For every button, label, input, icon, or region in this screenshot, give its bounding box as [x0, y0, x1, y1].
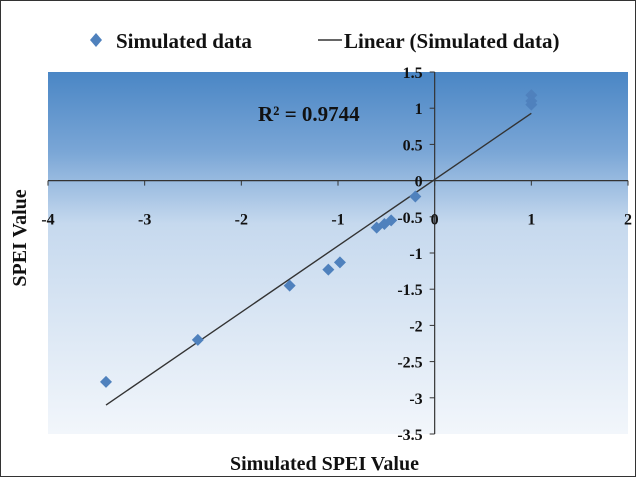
y-tick-label: -1 [409, 246, 422, 263]
x-tick-label: -4 [41, 212, 54, 229]
y-tick-label: -3 [409, 391, 422, 408]
data-point [385, 214, 398, 227]
legend-trendline-label: Linear (Simulated data) [344, 29, 559, 53]
x-tick-label: -1 [331, 212, 344, 229]
legend-diamond-marker [90, 33, 102, 47]
axes [47, 71, 629, 435]
trendline [105, 112, 532, 406]
data-point [333, 256, 346, 269]
data-point [322, 263, 335, 276]
x-tick-label: 2 [624, 212, 632, 229]
plot-area [48, 72, 628, 434]
legend: Simulated data Linear (Simulated data) [90, 29, 559, 53]
x-axis-title: Simulated SPEI Value [230, 453, 419, 475]
data-point [409, 190, 422, 203]
y-tick-label: -2 [409, 318, 422, 335]
x-tick-label: -3 [138, 212, 151, 229]
y-tick-label: -3.5 [397, 427, 422, 444]
data-points [100, 89, 538, 388]
y-tick-label: 0 [415, 174, 423, 191]
y-tick-label: -1.5 [397, 282, 422, 299]
y-tick-labels: 1.5 1 0.5 0 -0.5 -1 -1.5 -2 -2.5 -3 -3.5 [397, 65, 422, 444]
x-tick-label: 1 [527, 212, 535, 229]
data-point [283, 279, 296, 292]
legend-series-label: Simulated data [116, 29, 252, 53]
x-tick-label: -2 [235, 212, 248, 229]
data-point [100, 375, 112, 388]
x-tick-labels: -4 -3 -2 -1 0 1 2 [41, 212, 632, 229]
y-tick-label: 0.5 [403, 137, 423, 154]
y-tick-label: 1 [415, 101, 423, 118]
x-tick-label: 0 [431, 212, 439, 229]
r-squared-annotation: R² = 0.9744 [258, 102, 360, 126]
y-tick-label: -0.5 [397, 210, 422, 227]
data-point [191, 333, 204, 346]
y-tick-label: -2.5 [397, 355, 422, 372]
trendline-group [105, 112, 532, 406]
data-point [525, 98, 538, 111]
y-tick-label: 1.5 [403, 65, 423, 82]
y-axis-title: SPEI Value [9, 189, 31, 286]
